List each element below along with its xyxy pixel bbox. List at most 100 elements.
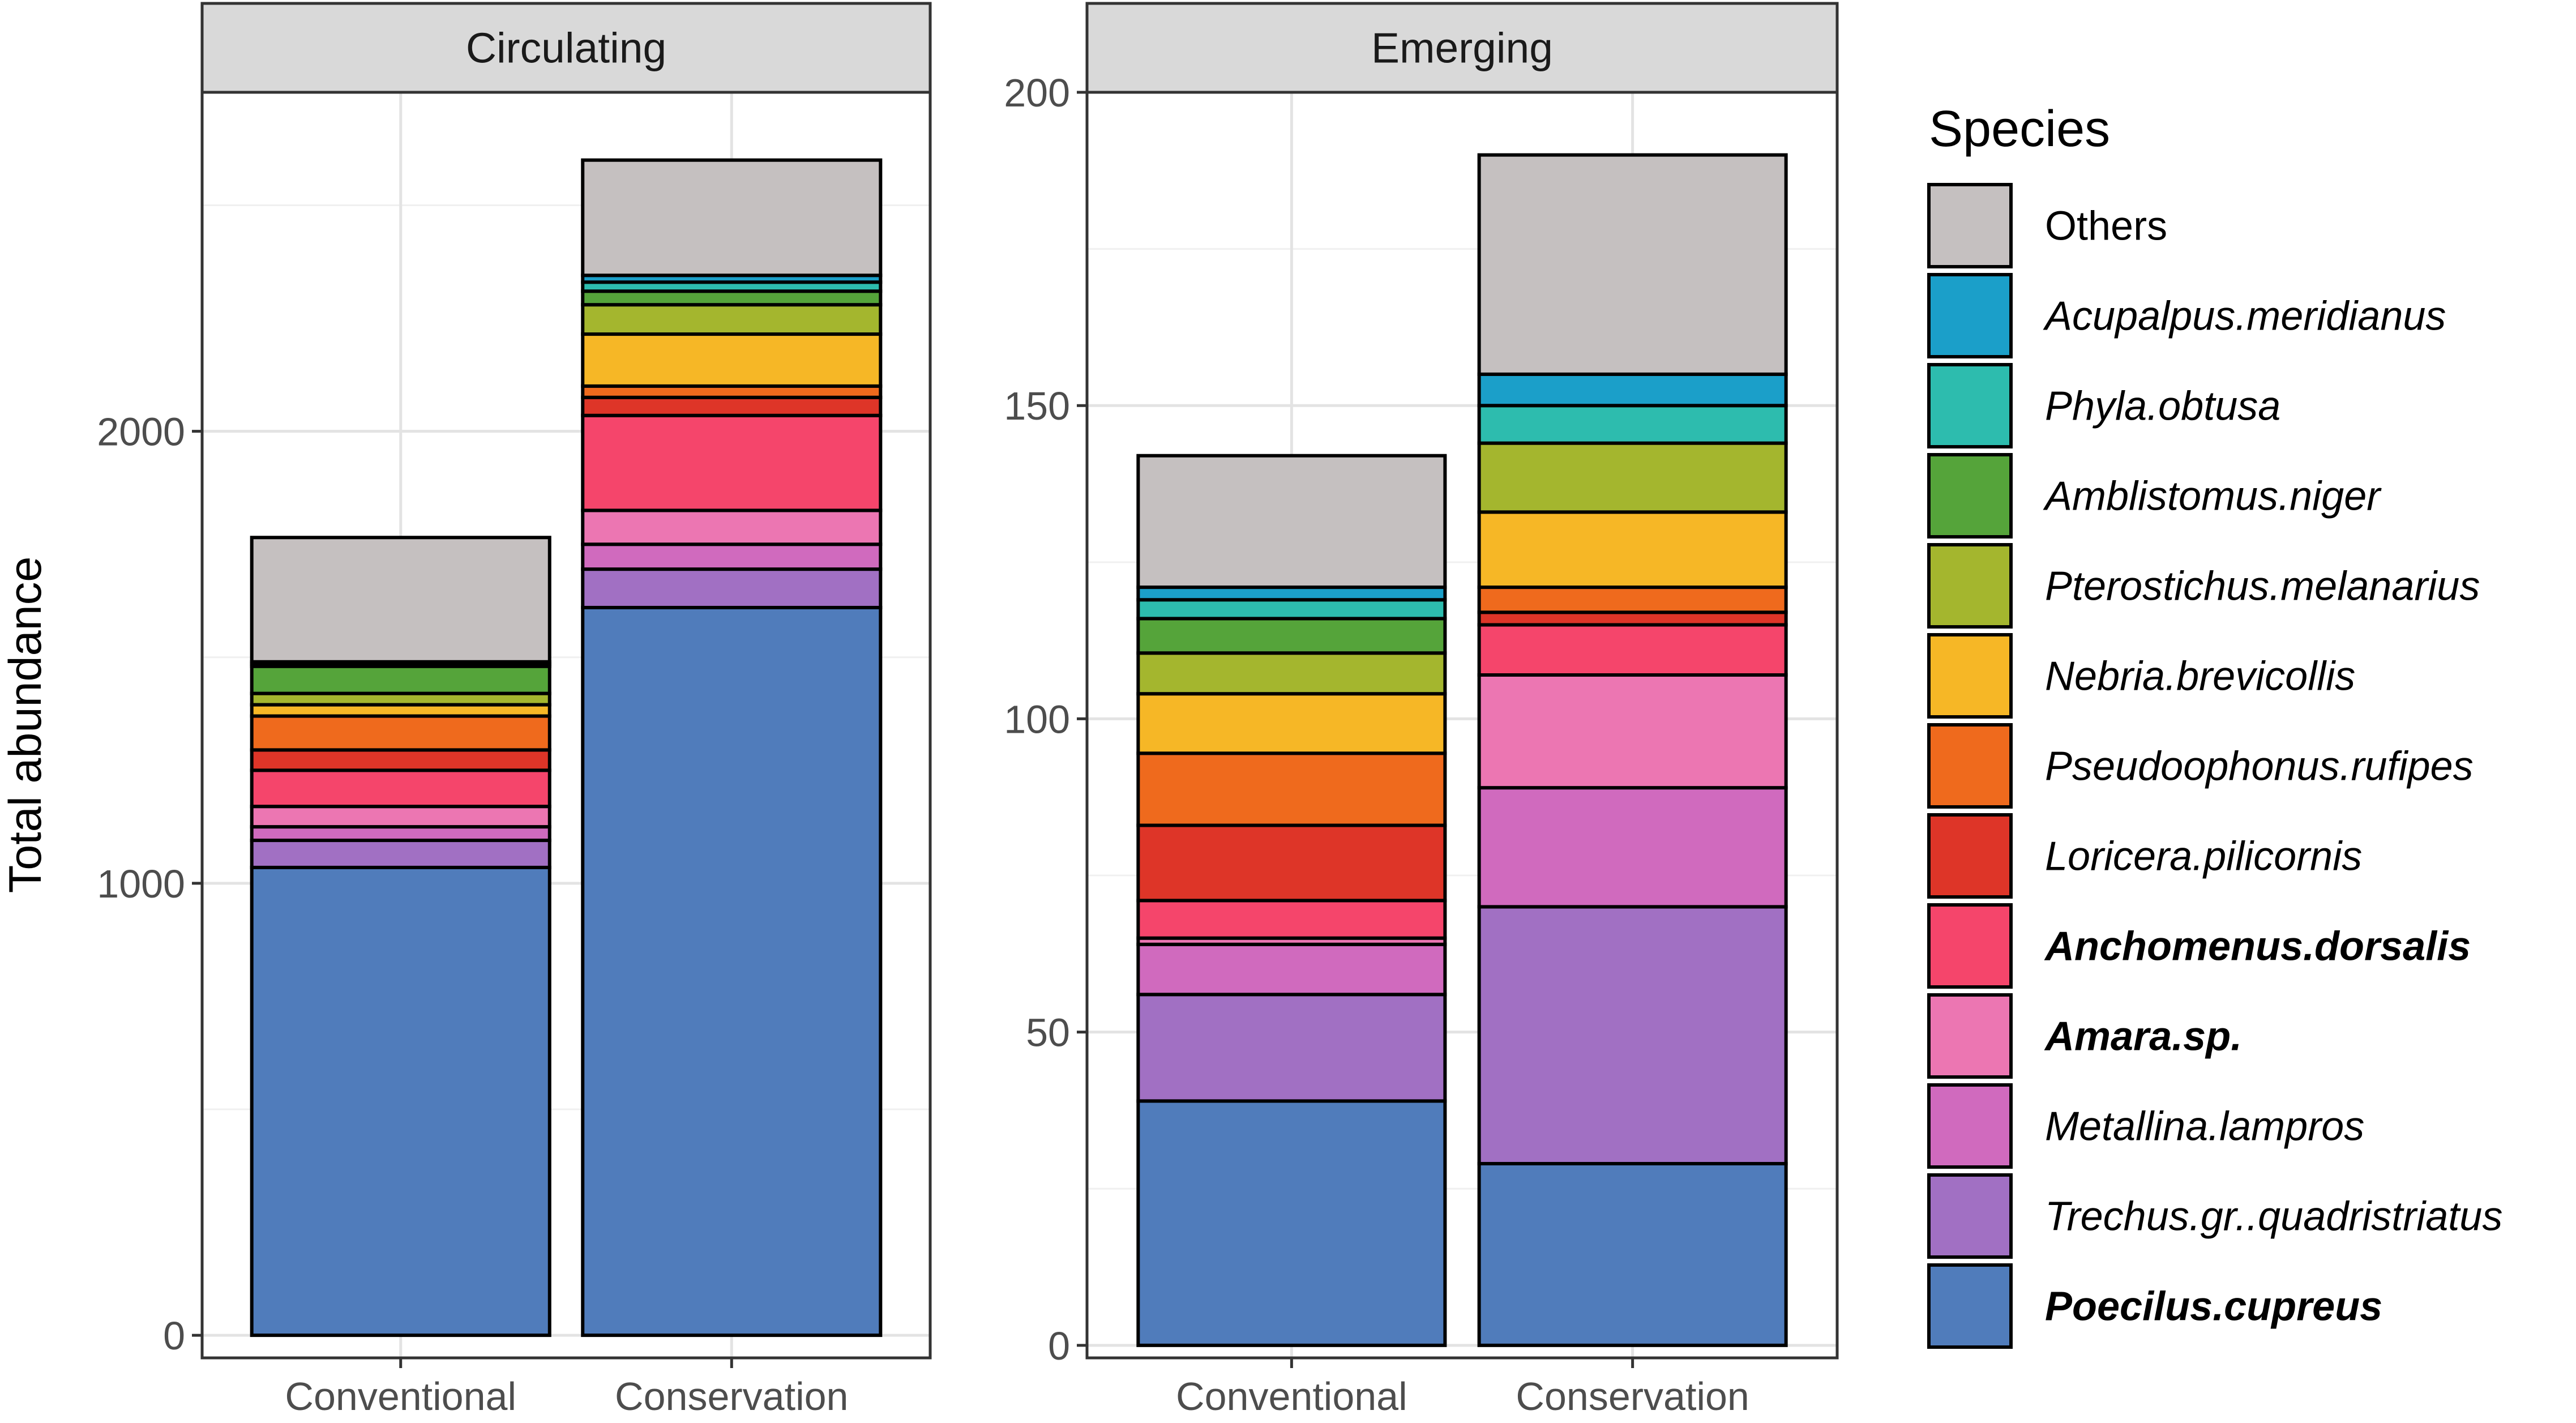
- bar-stack-conventional: [250, 536, 551, 1337]
- x-tick-label-conventional: Conventional: [1176, 1374, 1407, 1418]
- bar-segment-trechus-gr-quadristriatus: [250, 839, 551, 869]
- legend-swatch: [1927, 1173, 2013, 1259]
- legend-label: Poecilus.cupreus: [2045, 1284, 2382, 1330]
- bar-segment-poecilus-cupreus: [1477, 1162, 1788, 1347]
- bar-stack-conventional: [1136, 454, 1447, 1347]
- bar-segment-anchomenus-dorsalis: [1136, 899, 1447, 940]
- bar-segment-amblistomus-niger: [250, 664, 551, 695]
- legend-swatch: [1927, 273, 2013, 358]
- legend-entry-others: Others: [1927, 183, 2167, 268]
- strip-label-emerging: Emerging: [1371, 24, 1553, 72]
- legend-entry-amblistomus-niger: Amblistomus.niger: [1927, 453, 2382, 539]
- legend-entry-trechus-gr-quadristriatus: Trechus.gr..quadristriatus: [1927, 1173, 2502, 1259]
- y-tick-label: 50: [1026, 1011, 1070, 1055]
- y-tick-label: 0: [1048, 1324, 1070, 1368]
- legend-swatch: [1927, 183, 2013, 268]
- legend-label: Acupalpus.meridianus: [2043, 294, 2446, 339]
- x-tick-label-conservation: Conservation: [1516, 1374, 1749, 1418]
- bar-segment-nebria-brevicollis: [1477, 510, 1788, 589]
- bar-segment-amara-sp: [581, 508, 883, 546]
- strip-background: [200, 2, 932, 94]
- legend-label: Amblistomus.niger: [2043, 474, 2382, 519]
- y-tick-label: 100: [1004, 697, 1070, 741]
- legend-swatch: [1927, 723, 2013, 809]
- bar-segment-pterostichus-melanarius: [581, 303, 883, 336]
- legend: Species Others Acupalpus.meridianus Phyla.o…: [1927, 101, 2502, 1349]
- bar-stack-conservation: [581, 158, 883, 1337]
- legend-label: Pterostichus.melanarius: [2045, 564, 2480, 609]
- bar-segment-anchomenus-dorsalis: [250, 768, 551, 809]
- bar-segment-acupalpus-meridianus: [1136, 586, 1447, 602]
- legend-label: Others: [2045, 204, 2167, 249]
- bar-segment-metallina-lampros: [250, 825, 551, 843]
- bar-segment-acupalpus-meridianus: [1477, 372, 1788, 408]
- bar-segment-nebria-brevicollis: [581, 332, 883, 388]
- bar-segment-pseudoophonus-rufipes: [250, 714, 551, 752]
- legend-label: Trechus.gr..quadristriatus: [2045, 1194, 2502, 1240]
- bar-segment-metallina-lampros: [1136, 942, 1447, 997]
- legend-swatch: [1927, 543, 2013, 629]
- legend-label: Amara.sp.: [2044, 1014, 2242, 1059]
- panel-circulating: Circulating 0 1000 2000 Conventional Conserva…: [97, 2, 932, 1418]
- bar-segment-poecilus-cupreus: [581, 605, 883, 1337]
- legend-swatch: [1927, 453, 2013, 539]
- bar-segment-loricera-pilicornis: [250, 748, 551, 772]
- bar-segment-trechus-gr-quadristriatus: [1477, 905, 1788, 1166]
- legend-entry-loricera-pilicornis: Loricera.pilicornis: [1927, 813, 2362, 899]
- y-tick-label: 1000: [97, 862, 185, 906]
- bar-segment-nebria-brevicollis: [1136, 692, 1447, 755]
- legend-entry-nebria-brevicollis: Nebria.brevicollis: [1927, 633, 2355, 719]
- strip-label-circulating: Circulating: [466, 24, 666, 72]
- bar-segment-anchomenus-dorsalis: [581, 413, 883, 512]
- bar-segment-loricera-pilicornis: [1477, 610, 1788, 627]
- bar-segment-anchomenus-dorsalis: [1477, 623, 1788, 677]
- bar-segment-amara-sp: [1477, 673, 1788, 790]
- bar-segment-pterostichus-melanarius: [1477, 441, 1788, 514]
- bar-segment-pterostichus-melanarius: [1136, 651, 1447, 696]
- legend-entry-poecilus-cupreus: Poecilus.cupreus: [1927, 1263, 2382, 1349]
- y-tick-label: 2000: [97, 410, 185, 454]
- bar-segment-others: [1477, 153, 1788, 376]
- bar-segment-amblistomus-niger: [1136, 617, 1447, 655]
- legend-label: Metallina.lampros: [2045, 1104, 2364, 1149]
- bar-segment-trechus-gr-quadristriatus: [1136, 993, 1447, 1103]
- legend-swatch: [1927, 1263, 2013, 1349]
- legend-swatch: [1927, 903, 2013, 989]
- bar-segment-trechus-gr-quadristriatus: [581, 567, 883, 609]
- bar-segment-loricera-pilicornis: [1136, 823, 1447, 903]
- bar-segment-amara-sp: [250, 805, 551, 829]
- bar-segment-phyla-obtusa: [1136, 598, 1447, 621]
- legend-entry-pseudoophonus-rufipes: Pseudoophonus.rufipes: [1927, 723, 2474, 809]
- legend-entry-pterostichus-melanarius: Pterostichus.melanarius: [1927, 543, 2480, 629]
- legend-entry-phyla-obtusa: Phyla.obtusa: [1927, 363, 2280, 448]
- bar-segment-pseudoophonus-rufipes: [1136, 751, 1447, 827]
- legend-label: Anchomenus.dorsalis: [2044, 924, 2471, 969]
- panel-emerging: Emerging 0 50 100 150 200 Conventional Conserva…: [1004, 2, 1839, 1418]
- legend-label: Loricera.pilicornis: [2045, 834, 2362, 879]
- legend-swatch: [1927, 813, 2013, 899]
- bar-segment-others: [250, 536, 551, 664]
- legend-label: Nebria.brevicollis: [2045, 654, 2355, 699]
- legend-swatch: [1927, 363, 2013, 448]
- bar-segment-poecilus-cupreus: [250, 865, 551, 1337]
- legend-entry-acupalpus-meridianus: Acupalpus.meridianus: [1927, 273, 2446, 358]
- bar-segment-metallina-lampros: [581, 542, 883, 571]
- bar-stack-conservation: [1477, 153, 1788, 1347]
- x-tick-label-conventional: Conventional: [285, 1374, 516, 1418]
- legend-swatch: [1927, 993, 2013, 1079]
- bar-segment-poecilus-cupreus: [1136, 1099, 1447, 1347]
- legend-title: Species: [1929, 101, 2110, 157]
- legend-entry-amara-sp: Amara.sp.: [1927, 993, 2242, 1079]
- legend-swatch: [1927, 1083, 2013, 1169]
- x-tick-label-conservation: Conservation: [615, 1374, 848, 1418]
- legend-swatch: [1927, 633, 2013, 719]
- legend-label: Phyla.obtusa: [2045, 384, 2280, 429]
- y-tick-label: 200: [1004, 71, 1070, 115]
- bar-segment-others: [581, 158, 883, 277]
- legend-entry-metallina-lampros: Metallina.lampros: [1927, 1083, 2364, 1169]
- bar-segment-pseudoophonus-rufipes: [1477, 586, 1788, 614]
- y-axis-label: Total abundance: [0, 557, 51, 894]
- legend-label: Pseudoophonus.rufipes: [2045, 744, 2474, 789]
- bar-segment-others: [1136, 454, 1447, 589]
